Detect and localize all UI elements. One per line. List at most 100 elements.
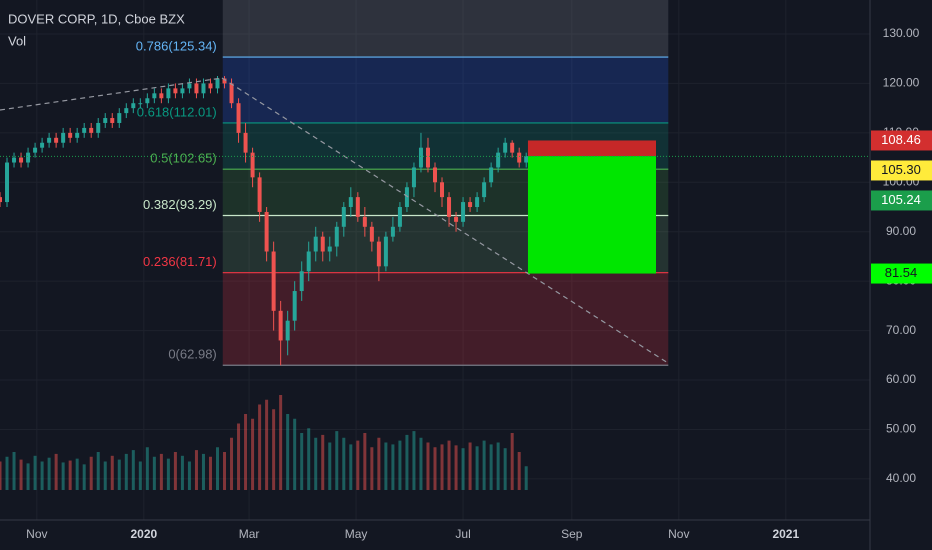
volume-bar: [356, 440, 360, 490]
x-tick-label: May: [345, 527, 368, 541]
volume-bar: [82, 464, 86, 490]
position: [0, 140, 870, 274]
candle-body: [362, 216, 367, 227]
volume-bar: [496, 442, 500, 490]
volume-bar: [377, 437, 381, 490]
volume-bar: [384, 442, 388, 490]
candle-body: [82, 127, 87, 133]
volume-bar: [265, 399, 269, 490]
candle-body: [68, 132, 73, 138]
volume-bar: [12, 452, 16, 490]
price-badge-label: 108.46: [881, 132, 921, 147]
volume-bar: [475, 446, 479, 490]
volume-bar: [461, 448, 465, 490]
candle-body: [461, 202, 466, 222]
volume: [0, 395, 528, 490]
volume-bar: [40, 461, 44, 490]
candle-body: [229, 83, 234, 104]
volume-bar: [187, 461, 191, 490]
candle-body: [257, 177, 262, 212]
position-stop: [527, 140, 657, 157]
volume-bar: [426, 442, 430, 490]
candle-body: [425, 147, 430, 168]
candle-body: [306, 251, 311, 272]
volume-bar: [293, 418, 297, 490]
candle-body: [454, 216, 459, 222]
volume-bar: [180, 455, 184, 490]
volume-bar: [489, 444, 493, 490]
fib-band: [222, 57, 669, 123]
candle-body: [383, 236, 388, 267]
candle-body: [447, 197, 452, 217]
candle-body: [236, 103, 241, 133]
fib-label: 0(62.98): [168, 347, 216, 362]
volume-bar: [314, 437, 318, 490]
candle-body: [475, 197, 480, 208]
candle-body: [201, 83, 206, 94]
price-badge-label: 105.24: [881, 192, 921, 207]
fib-label: 0.382(93.29): [143, 197, 217, 212]
volume-bar: [75, 458, 79, 490]
candle-body: [89, 127, 94, 133]
candle-body: [131, 103, 136, 109]
volume-bar: [286, 414, 290, 490]
fib-top-band: [222, 0, 669, 58]
x-tick-label: Mar: [239, 527, 260, 541]
price-badge: [871, 130, 932, 151]
candle-body: [489, 167, 494, 183]
volume-label: Vol: [8, 33, 26, 48]
candle-body: [468, 202, 473, 208]
volume-bar: [208, 456, 212, 490]
volume-bar: [251, 418, 255, 490]
x-tick-label: Nov: [26, 527, 47, 541]
volume-bar: [524, 466, 528, 490]
candle-body: [327, 246, 332, 252]
candle-body: [47, 137, 52, 143]
volume-bar: [440, 444, 444, 490]
candle-body: [0, 197, 2, 203]
volume-bar: [419, 437, 423, 490]
volume-bar: [503, 448, 507, 490]
candle-body: [208, 83, 213, 89]
volume-bar: [398, 440, 402, 490]
volume-bar: [405, 434, 409, 490]
x-tick-label: 2020: [130, 527, 157, 541]
volume-bar: [447, 440, 451, 490]
volume-bar: [159, 453, 163, 490]
candle-body: [33, 147, 38, 153]
candle-body: [110, 118, 115, 123]
volume-bar: [166, 458, 170, 490]
volume-bar: [307, 428, 311, 490]
candle-body: [159, 93, 164, 99]
y-tick-label: 120.00: [883, 76, 920, 90]
candle-body: [292, 291, 297, 321]
volume-bar: [230, 437, 234, 490]
candle-body: [320, 236, 325, 252]
x-tick-label: Nov: [668, 527, 689, 541]
volume-bar: [391, 444, 395, 490]
candle-body: [369, 226, 374, 242]
volume-bar: [517, 452, 521, 490]
volume-bar: [201, 453, 205, 490]
volume-bar: [510, 433, 514, 490]
candle-body: [390, 226, 395, 237]
volume-bar: [54, 453, 58, 490]
volume-bar: [0, 461, 2, 490]
x-tick-label: Sep: [561, 527, 583, 541]
price-badge-label: 105.30: [881, 162, 921, 177]
candle-body: [103, 118, 108, 123]
volume-bar: [328, 442, 332, 490]
axes: 40.0050.0060.0070.0080.0090.00100.00110.…: [26, 26, 932, 541]
volume-bar: [131, 450, 135, 490]
volume-bar: [258, 404, 262, 490]
y-tick-label: 50.00: [886, 422, 916, 436]
volume-bar: [5, 456, 9, 490]
volume-bar: [454, 445, 458, 490]
candle-body: [334, 226, 339, 247]
candle-body: [376, 241, 381, 267]
volume-bar: [342, 437, 346, 490]
volume-bar: [335, 431, 339, 490]
candle-body: [61, 132, 66, 143]
